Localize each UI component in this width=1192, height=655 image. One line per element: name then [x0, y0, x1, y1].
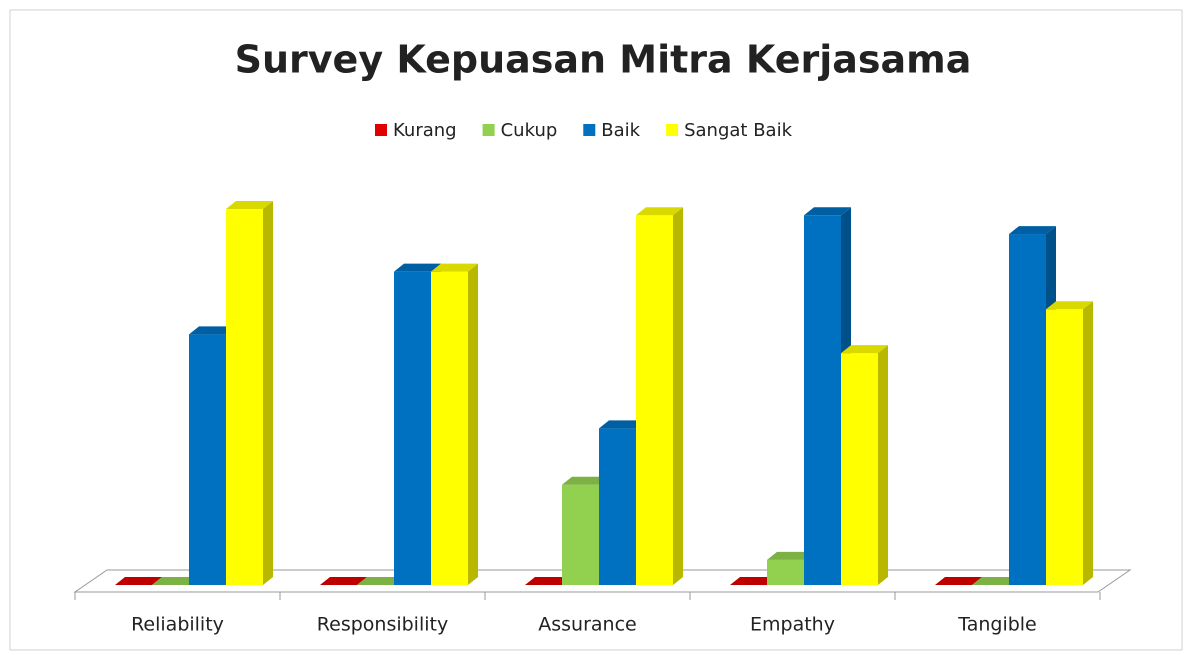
x-tick-label: Tangible: [957, 614, 1037, 636]
bar-top: [636, 207, 683, 216]
bar-side: [1083, 301, 1093, 585]
bar-top: [115, 577, 162, 585]
bar-top: [841, 345, 888, 354]
bar-top: [804, 207, 851, 216]
bar: [1009, 234, 1046, 586]
legend-label: Kurang: [393, 120, 457, 141]
x-tick-label: Reliability: [131, 614, 224, 636]
bar: [767, 559, 804, 585]
bar-top: [767, 551, 814, 560]
x-tick-label: Assurance: [538, 614, 636, 636]
legend-swatch: [482, 124, 495, 136]
chart-title: Survey Kepuasan Mitra Kerjasama: [235, 38, 972, 82]
x-tick-label: Empathy: [750, 614, 835, 636]
legend-swatch: [583, 124, 596, 136]
bar-top: [226, 201, 273, 209]
bar-top: [320, 577, 367, 585]
bar: [562, 484, 599, 585]
bar: [226, 209, 263, 585]
bar-top: [599, 420, 646, 429]
bar: [599, 428, 636, 585]
bar-side: [468, 263, 478, 585]
legend-swatch: [375, 124, 387, 136]
bar-top: [935, 577, 982, 585]
bar-top: [394, 263, 441, 272]
bar-top: [972, 577, 1019, 585]
bar: [1046, 309, 1083, 585]
bar-top: [730, 577, 777, 585]
bar-top: [525, 577, 572, 585]
bar-side: [673, 207, 683, 585]
legend-label: Cukup: [501, 120, 558, 141]
bar: [804, 215, 841, 585]
bar-side: [263, 201, 273, 585]
bar: [841, 353, 878, 585]
bar-top: [357, 577, 404, 585]
bar-top: [431, 263, 478, 272]
bar: [431, 271, 468, 585]
bar: [394, 271, 431, 585]
bar-top: [189, 326, 236, 335]
bar: [189, 334, 226, 585]
legend-label: Sangat Baik: [684, 120, 792, 141]
bar: [636, 215, 673, 585]
bar-top: [1046, 301, 1093, 310]
bar-side: [878, 345, 888, 585]
bar-top: [152, 577, 199, 585]
bar-top: [562, 476, 609, 485]
x-tick-label: Responsibility: [317, 614, 448, 636]
legend-swatch: [666, 124, 679, 136]
bar-top: [1009, 226, 1056, 235]
legend-label: Baik: [601, 120, 640, 141]
